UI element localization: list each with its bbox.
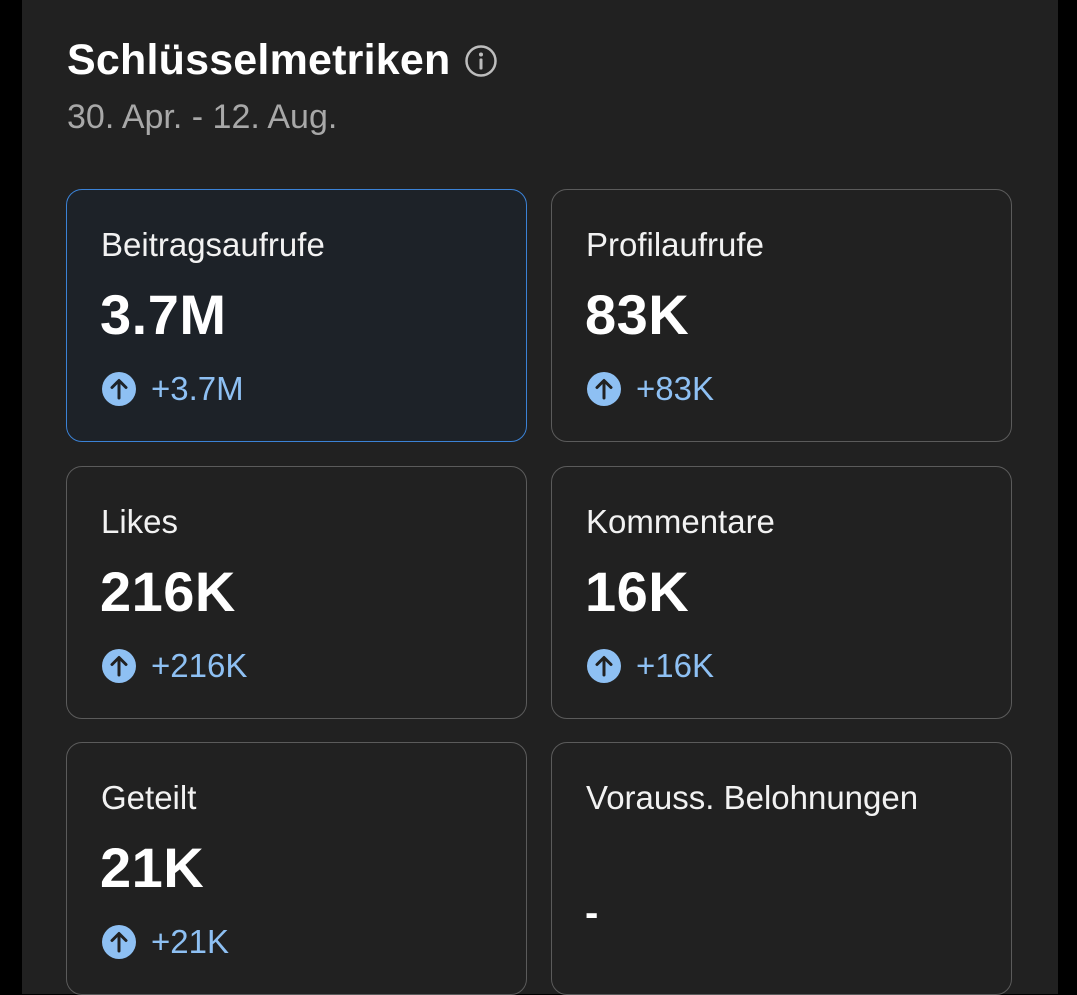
metric-value: 3.7M [100,283,227,346]
metric-change-value: +21K [151,923,229,960]
key-metrics-panel: Schlüsselmetriken 30. Apr. - 12. Aug. Be… [22,0,1058,995]
metric-change: +3.7M [101,370,244,408]
arrow-up-circle-icon [101,648,137,684]
metric-change: +83K [586,370,714,408]
date-range: 30. Apr. - 12. Aug. [67,98,338,136]
page-title: Schlüsselmetriken [67,36,451,84]
metric-card-comments[interactable]: Kommentare 16K +16K [551,466,1012,719]
arrow-up-circle-icon [586,371,622,407]
arrow-up-circle-icon [101,371,137,407]
metric-change: +216K [101,647,247,685]
metric-change-value: +3.7M [151,370,244,407]
metric-value: 21K [100,836,205,899]
metric-value: 83K [585,283,690,346]
info-icon[interactable] [464,44,498,78]
metric-label: Vorauss. Belohnungen [586,779,919,816]
metric-label: Beitragsaufrufe [101,226,325,263]
metric-card-likes[interactable]: Likes 216K +216K [66,466,527,719]
arrow-up-circle-icon [101,924,137,960]
metric-card-post-views[interactable]: Beitragsaufrufe 3.7M +3.7M [66,189,527,442]
metric-label: Likes [101,503,179,540]
metric-label: Geteilt [101,779,197,816]
metric-card-estimated-rewards[interactable]: Vorauss. Belohnungen - [551,742,1012,995]
metric-value: 216K [100,560,236,623]
key-metrics-header: Schlüsselmetriken [67,36,498,85]
metric-change-value: +83K [636,370,714,407]
metric-label: Kommentare [586,503,775,540]
metric-change: +21K [101,923,229,961]
metric-change: +16K [586,647,714,685]
metric-change-value: +16K [636,647,714,684]
metric-value: - [585,891,599,935]
metric-label: Profilaufrufe [586,226,764,263]
metric-change-value: +216K [151,647,248,684]
arrow-up-circle-icon [586,648,622,684]
metric-card-shares[interactable]: Geteilt 21K +21K [66,742,527,995]
metric-card-profile-views[interactable]: Profilaufrufe 83K +83K [551,189,1012,442]
metric-value: 16K [585,560,690,623]
